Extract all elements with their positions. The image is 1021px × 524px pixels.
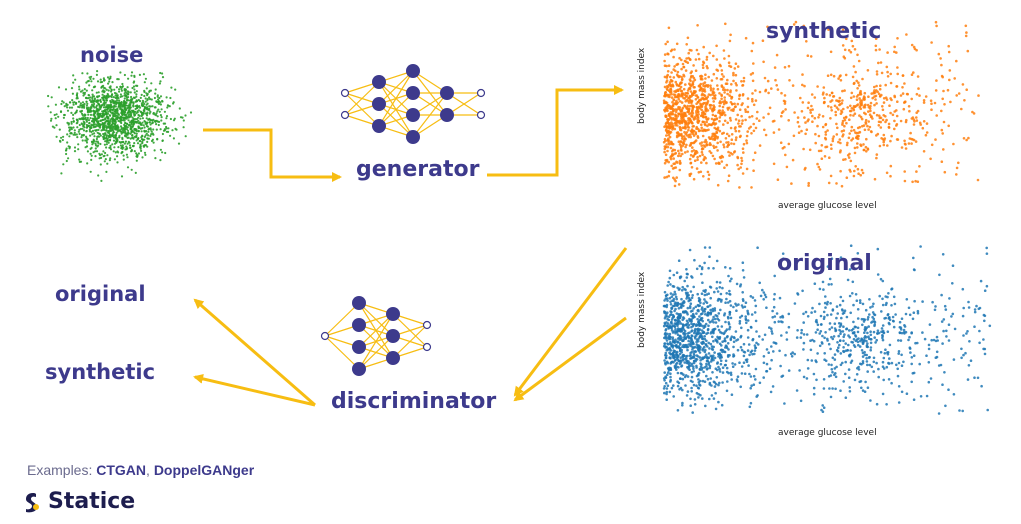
discriminator-label: discriminator bbox=[331, 389, 497, 414]
statice-brand-name: Statice bbox=[48, 489, 136, 514]
examples-separator: , bbox=[146, 462, 154, 478]
generator-network-icon bbox=[340, 64, 486, 144]
statice-logo-icon bbox=[26, 492, 39, 512]
noise-scatter bbox=[47, 70, 193, 182]
original-y-axis-label: body mass index bbox=[637, 271, 647, 348]
synthetic-scatter-plot bbox=[662, 20, 980, 189]
output-synthetic-label: synthetic bbox=[45, 360, 156, 384]
arrow-discriminator-to-original bbox=[193, 298, 316, 407]
synthetic-x-axis-label: average glucose level bbox=[778, 201, 877, 211]
output-original-label: original bbox=[55, 282, 146, 306]
examples-prefix: Examples: bbox=[27, 462, 97, 478]
arrow-synthetic-to-discriminator bbox=[513, 247, 628, 397]
discriminator-network-icon bbox=[320, 296, 432, 376]
original-scatter-plot bbox=[662, 244, 992, 415]
original-x-axis-label: average glucose level bbox=[778, 428, 877, 438]
synthetic-y-axis-label: body mass index bbox=[637, 47, 647, 124]
arrow-discriminator-to-synthetic bbox=[193, 373, 316, 407]
synthetic-plot-title: synthetic bbox=[766, 19, 882, 44]
statice-logo: Statice bbox=[24, 489, 135, 514]
noise-label: noise bbox=[80, 43, 144, 67]
example-ctgan: CTGAN bbox=[96, 462, 147, 478]
arrow-generator-to-synthetic bbox=[487, 85, 624, 177]
example-doppelganger: DoppelGANger bbox=[153, 462, 255, 478]
arrow-noise-to-generator bbox=[203, 128, 342, 182]
generator-label: generator bbox=[356, 157, 480, 182]
original-plot-title: original bbox=[777, 251, 872, 276]
arrow-original-to-discriminator bbox=[513, 316, 627, 402]
examples-line: Examples: CTGAN, DoppelGANger bbox=[27, 462, 254, 478]
